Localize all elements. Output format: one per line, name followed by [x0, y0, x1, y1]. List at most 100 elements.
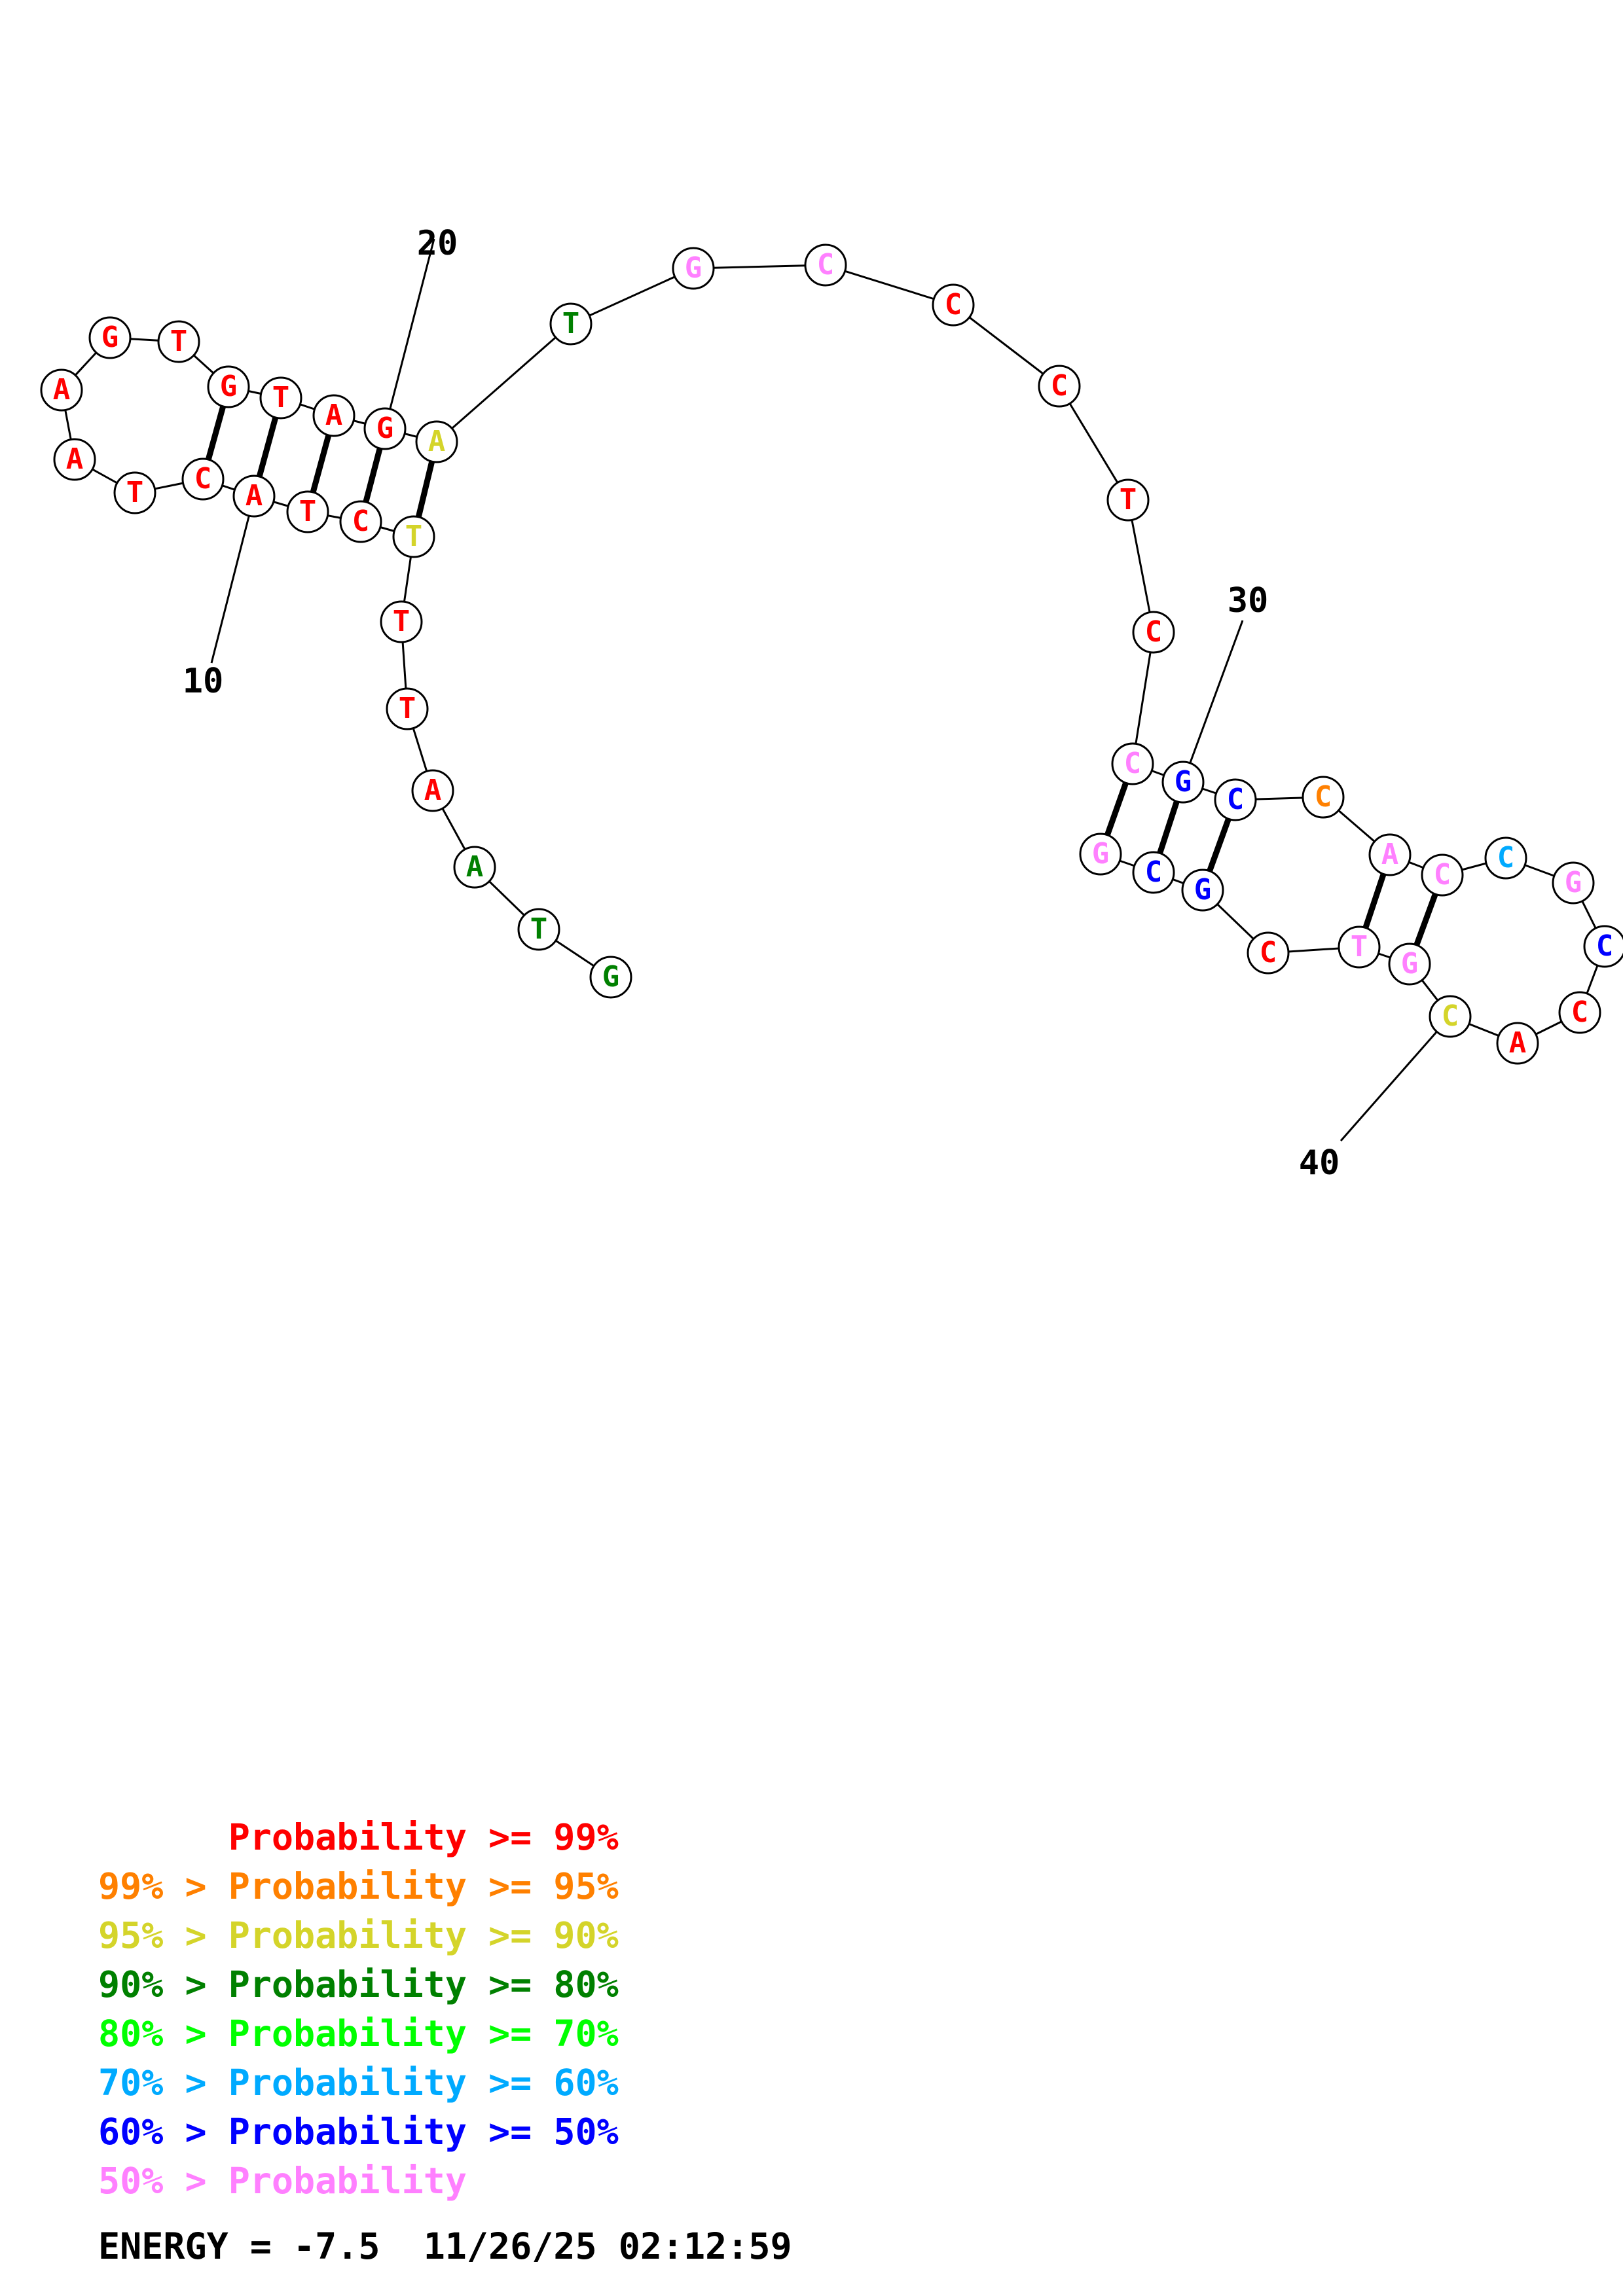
position-tick [1340, 1016, 1451, 1141]
legend-label: Probability >= 90% [228, 1914, 619, 1956]
nucleotide-letter: G [1401, 947, 1419, 980]
nucleotide-letter: G [1175, 765, 1192, 798]
nucleotide-letter: T [399, 692, 416, 725]
nucleotide: G [207, 365, 250, 408]
nucleotide-letter: G [1565, 866, 1582, 899]
nucleotide-letter: T [1120, 483, 1137, 516]
nucleotide: A [453, 846, 496, 889]
nucleotide-letter: C [194, 462, 212, 495]
nucleotide-letter: A [428, 425, 446, 458]
nucleotide: A [232, 475, 276, 518]
nucleotide: C [804, 243, 847, 287]
probability-legend: Probability >= 99% 99% > Probability >= 9… [98, 1813, 619, 2206]
nucleotide-letter: T [272, 381, 290, 414]
nucleotide-circle [232, 475, 276, 518]
nucleotide-circle [1181, 869, 1224, 912]
nucleotide-letter: C [817, 248, 835, 281]
nucleotide: C [932, 283, 975, 327]
nucleotide: T [386, 687, 429, 730]
position-tick [384, 238, 435, 429]
nucleotide: C [1111, 742, 1154, 785]
nucleotide-circle [392, 515, 435, 558]
nucleotide-letter: C [352, 505, 370, 538]
backbone-segment [1058, 386, 1129, 501]
nucleotide-circle [1302, 776, 1345, 819]
nucleotide: A [53, 438, 96, 481]
nucleotide-letter: C [1051, 369, 1068, 403]
nucleotide-letter: A [466, 850, 484, 884]
nucleotide-circle [53, 438, 96, 481]
nucleotide: C [1214, 778, 1257, 821]
backbone-segment [436, 323, 572, 443]
legend-row: 80% > Probability >= 70% [98, 2009, 619, 2058]
nucleotide-circle [259, 376, 302, 420]
nucleotide: A [1496, 1022, 1539, 1065]
legend-threshold: 95% > [98, 1914, 228, 1956]
nucleotide-circle [1079, 833, 1122, 876]
legend-label: Probability >= 70% [228, 2013, 619, 2054]
nucleotide: C [1558, 991, 1601, 1034]
nucleotide-letter: A [246, 479, 263, 512]
position-label: 20 [417, 224, 458, 263]
nucleotide: G [88, 316, 132, 359]
nucleotide-circle [1429, 995, 1472, 1038]
nucleotide-letter: T [530, 912, 548, 946]
nucleotide-circle [1552, 861, 1595, 905]
nucleotide: A [312, 394, 356, 437]
nucleotide-circle [672, 247, 715, 290]
position-tick [1182, 620, 1244, 783]
nucleotide: T [517, 908, 560, 951]
nucleotide-letter: A [1381, 838, 1399, 871]
nucleotide-circle [411, 769, 454, 812]
nucleotide: G [1161, 761, 1205, 804]
nucleotide-circle [1038, 365, 1081, 408]
nucleotide: C [1302, 776, 1345, 819]
position-label: 30 [1228, 581, 1269, 620]
nucleotide-circle [312, 394, 356, 437]
nucleotide-circle [363, 407, 407, 450]
legend-row: 60% > Probability >= 50% [98, 2108, 619, 2157]
nucleotide-circle [1111, 742, 1154, 785]
nucleotide-circle [380, 600, 423, 643]
nucleotide-circle [415, 420, 458, 463]
nucleotide: C [339, 500, 382, 543]
backbone-segment [825, 264, 954, 306]
legend-row: 95% > Probability >= 90% [98, 1911, 619, 1960]
nucleotide-circle [589, 956, 632, 999]
nucleotide-letter: A [66, 442, 84, 476]
nucleotide: C [1484, 836, 1527, 880]
nucleotide-letter: C [1145, 615, 1163, 649]
position-labels: 10 20 30 40 [183, 224, 1451, 1183]
legend-threshold: 50% > [98, 2160, 228, 2202]
nucleotide: A [411, 769, 454, 812]
nucleotide-circle [1338, 925, 1381, 969]
nucleotide-circle [88, 316, 132, 359]
nucleotide: T [259, 376, 302, 420]
nucleotide-circle [1484, 836, 1527, 880]
legend-label: Probability >= 50% [228, 2111, 619, 2153]
nucleotide: A [40, 368, 83, 412]
nucleotide-letter: C [1315, 780, 1332, 814]
nucleotide-letter: G [101, 321, 119, 354]
nucleotide-circle [932, 283, 975, 327]
nucleotide: C [1583, 925, 1623, 968]
legend-threshold: 80% > [98, 2013, 228, 2054]
nucleotide: G [1388, 942, 1431, 986]
nucleotide: C [1429, 995, 1472, 1038]
position-label: 10 [183, 662, 224, 701]
nucleotide: G [672, 247, 715, 290]
nucleotide-letter: T [126, 476, 144, 509]
nucleotide-letter: A [53, 373, 71, 406]
legend-threshold: 70% > [98, 2062, 228, 2104]
nucleotide-circle [1106, 478, 1150, 522]
nucleotide-letter: C [1434, 858, 1451, 891]
nucleotide: C [1132, 611, 1175, 654]
nucleotide-letter: C [1260, 936, 1277, 969]
nucleotide-circle [339, 500, 382, 543]
nucleotide: T [1338, 925, 1381, 969]
nucleotide-letter: T [405, 520, 423, 553]
nucleotide-circle [804, 243, 847, 287]
nucleotide: T [113, 471, 156, 514]
